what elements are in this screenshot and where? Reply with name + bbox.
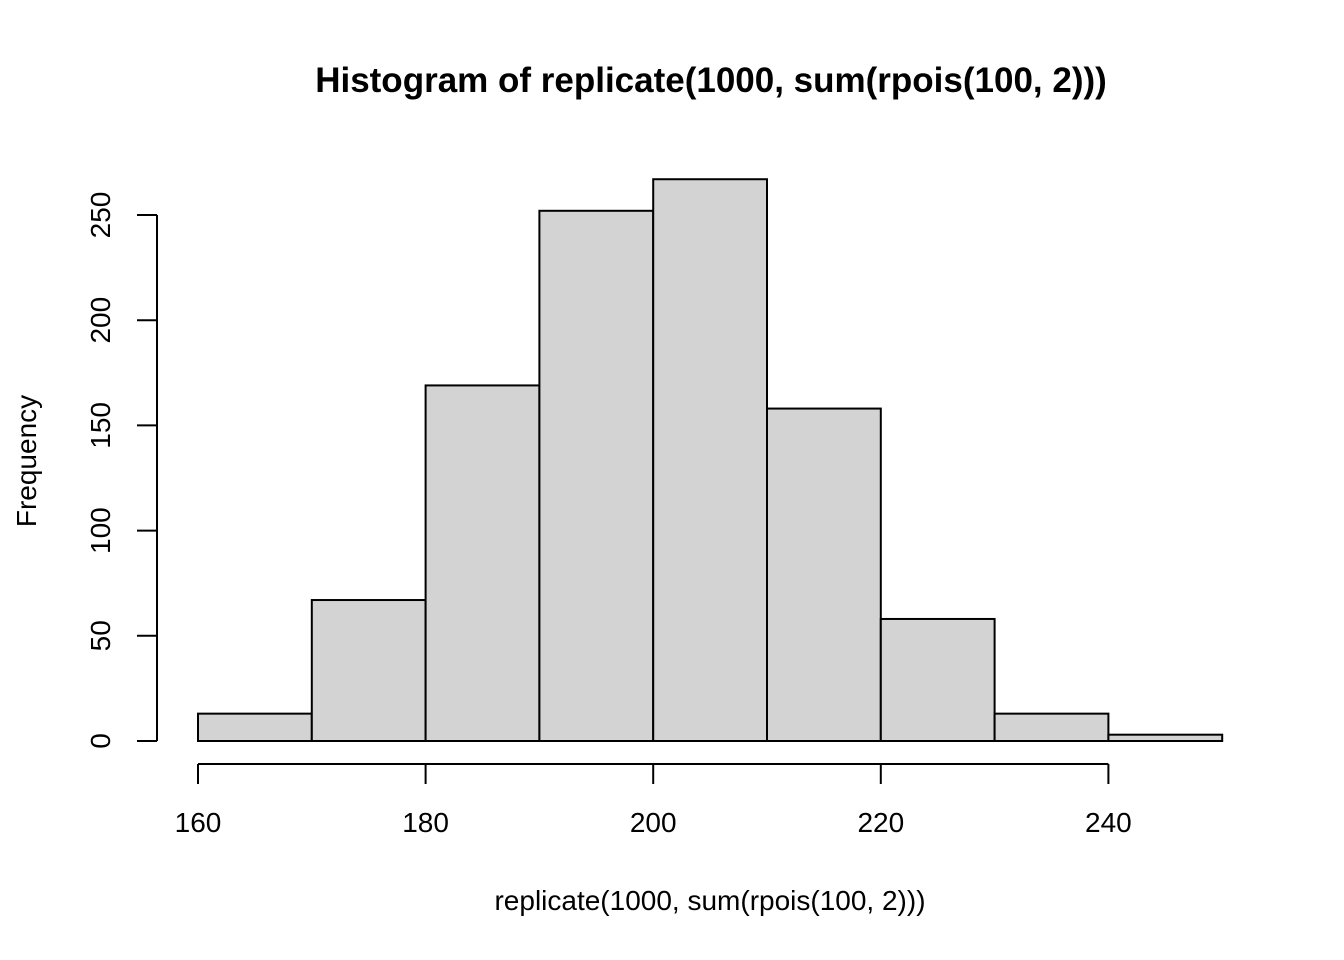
y-axis: 0 50 100 150 200 250 (85, 192, 158, 749)
y-tick-label-4: 200 (85, 297, 116, 344)
histogram-bar-6 (879, 617, 996, 743)
histogram-bar-2 (424, 384, 541, 742)
x-tick-label-1: 180 (402, 807, 449, 838)
y-tick-label-1: 50 (85, 620, 116, 651)
histogram-bar-1 (310, 599, 427, 742)
y-tick-label-5: 250 (85, 192, 116, 239)
x-tick-label-3: 220 (857, 807, 904, 838)
chart-title: Histogram of replicate(1000, sum(rpois(1… (315, 61, 1107, 100)
histogram-bar-8 (1107, 733, 1224, 742)
x-axis: 160 180 200 220 240 (175, 763, 1132, 838)
histogram-bar-4 (652, 178, 769, 742)
x-tick-label-2: 200 (630, 807, 677, 838)
histogram-bar-0 (197, 712, 313, 743)
y-axis-label: Frequency (11, 395, 42, 527)
y-tick-label-2: 100 (85, 507, 116, 554)
histogram-bar-3 (538, 209, 655, 743)
x-tick-label-0: 160 (175, 807, 222, 838)
y-tick-label-3: 150 (85, 402, 116, 449)
y-tick-label-0: 0 (85, 733, 116, 749)
histogram-bar-7 (993, 712, 1110, 743)
x-axis-label: replicate(1000, sum(rpois(100, 2))) (494, 885, 925, 916)
bars-group (197, 178, 1224, 743)
x-tick-label-4: 240 (1085, 807, 1132, 838)
histogram-bar-5 (766, 407, 882, 742)
